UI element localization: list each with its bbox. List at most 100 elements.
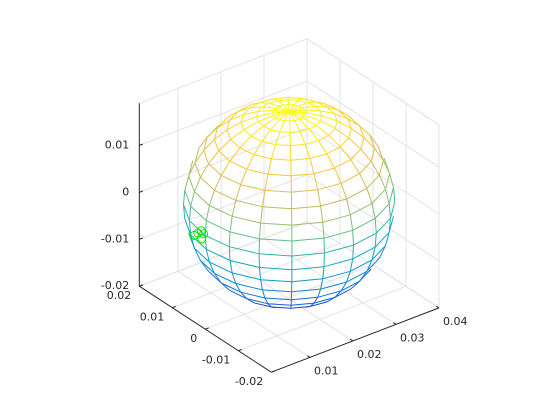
mesh-edge <box>200 260 215 274</box>
mesh-edge <box>352 217 376 231</box>
mesh-edge <box>298 118 310 130</box>
mesh-edge <box>291 173 315 177</box>
mesh-edge <box>259 102 270 104</box>
mesh-edge <box>250 135 263 142</box>
mesh-edge <box>349 214 354 231</box>
mesh-edge <box>339 146 352 160</box>
mesh-edge <box>221 174 241 186</box>
mesh-edge <box>298 100 308 104</box>
mesh-edge <box>317 140 328 155</box>
mesh-edge <box>371 188 386 204</box>
mesh-edge <box>334 113 348 120</box>
mesh-edge <box>261 129 272 142</box>
mesh-edge <box>378 160 384 176</box>
mesh-edge <box>348 137 362 150</box>
mesh-edge <box>213 139 220 152</box>
mesh-edge <box>340 281 347 292</box>
mesh-edge <box>298 117 304 120</box>
mesh-edge <box>232 215 261 224</box>
grid-line <box>139 127 440 215</box>
mesh-edge <box>257 109 274 112</box>
mesh-edge <box>374 233 377 248</box>
mesh-edge <box>348 115 360 127</box>
mesh-edge <box>320 115 323 121</box>
mesh-edge <box>229 260 233 273</box>
mesh-edge <box>267 303 292 306</box>
mesh-edge <box>304 144 311 159</box>
mesh-edge <box>184 176 190 191</box>
mesh-edge <box>291 278 323 283</box>
mesh-edge <box>209 261 233 274</box>
mesh-edge <box>243 129 252 137</box>
mesh-edge <box>302 98 317 103</box>
mesh-edge <box>278 104 284 107</box>
mesh-edge <box>307 101 317 104</box>
x-tick-label: 0.04 <box>443 315 468 328</box>
mesh-edge <box>246 298 269 305</box>
mesh-edge <box>288 111 291 122</box>
mesh-edge <box>279 131 291 133</box>
mesh-edge <box>288 111 300 120</box>
mesh-edge <box>294 120 301 132</box>
x-tick-label: 0.01 <box>314 364 339 377</box>
mesh-edge <box>378 174 386 190</box>
mesh-edge <box>294 118 300 122</box>
mesh-edge <box>347 118 352 129</box>
mesh-edge <box>350 159 361 174</box>
mesh-edge <box>359 271 368 282</box>
mesh-edge <box>253 154 272 160</box>
mesh-edge <box>229 290 248 300</box>
mesh-edge <box>214 189 237 201</box>
mesh-edge <box>208 261 215 274</box>
mesh-edge <box>346 198 351 215</box>
mesh-edge <box>315 125 330 136</box>
x-tick <box>436 305 440 309</box>
mesh-edge <box>374 148 384 161</box>
mesh-edge <box>350 148 362 160</box>
mesh-edge <box>347 118 360 127</box>
mesh-edge <box>198 136 208 149</box>
mesh-edge <box>183 190 186 205</box>
mesh-edge <box>359 125 371 136</box>
mesh-edge <box>279 111 290 120</box>
mesh-edge <box>240 122 245 130</box>
mesh-edge <box>271 144 276 160</box>
mesh-edge <box>320 198 347 207</box>
mesh-edge <box>291 205 321 210</box>
mesh-edge <box>231 272 237 284</box>
mesh-edge <box>199 163 209 178</box>
mesh-edge <box>188 162 196 177</box>
mesh-edge <box>378 245 386 259</box>
grid-line <box>139 174 440 262</box>
z-tick-label: 0 <box>122 185 129 198</box>
y-tick-label: -0.02 <box>235 375 263 388</box>
mesh-edge <box>304 109 320 112</box>
mesh-edge <box>260 279 263 290</box>
mesh-edge <box>322 214 351 223</box>
mesh-edge <box>194 247 210 263</box>
mesh-edge <box>256 111 259 117</box>
mesh-edge <box>340 280 360 292</box>
mesh-edge <box>203 139 215 151</box>
mesh-edge <box>291 237 325 242</box>
mesh-edge <box>290 143 306 147</box>
mesh-edge <box>275 131 281 145</box>
mesh-edge <box>350 259 373 272</box>
mesh-edge <box>226 120 231 131</box>
mesh-edge <box>262 106 276 109</box>
mesh-edge <box>366 188 373 204</box>
mesh-edge <box>385 173 391 190</box>
grid-line <box>238 103 407 352</box>
mesh-edge <box>258 121 264 127</box>
mesh-edge <box>269 102 280 107</box>
mesh-edge <box>291 189 318 193</box>
mesh-edge <box>232 272 261 281</box>
mesh-edge <box>284 111 290 121</box>
mesh-edge <box>214 272 237 284</box>
mesh-edge <box>326 153 336 169</box>
mesh-edge <box>366 259 373 272</box>
mesh-edge <box>264 297 269 304</box>
mesh-edge <box>351 127 365 138</box>
mesh-edge <box>229 216 233 232</box>
mesh-edge <box>240 169 248 185</box>
